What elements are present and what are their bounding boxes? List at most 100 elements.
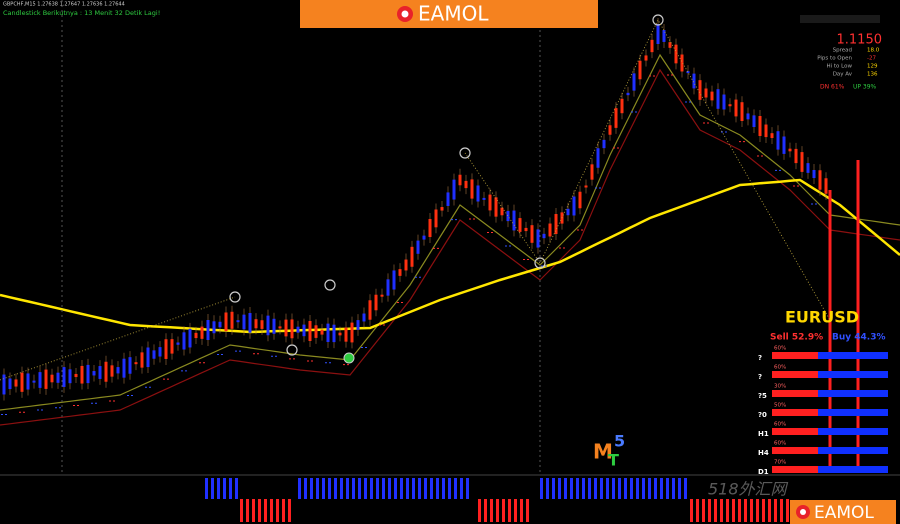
signal-marker [286,344,298,356]
histogram-bar [696,499,699,522]
candle-body [230,311,234,329]
histogram-bar [508,499,511,522]
histogram-bar [496,499,499,522]
histogram-bar [576,478,579,499]
histogram-bar [756,499,759,522]
timeframe-pct: 30% [774,384,786,390]
candle-body [290,319,294,339]
candle-body [824,178,828,194]
candle-body [260,320,264,329]
candle-body [410,246,414,267]
mt5-m: M [593,440,613,464]
candle-body [434,209,438,228]
candle-body [806,163,810,173]
histogram [205,478,789,522]
candle-body [464,180,468,189]
histogram-bar [252,499,255,522]
histogram-bar [726,499,729,522]
signal-marker [534,257,546,269]
signal-marker [229,291,241,303]
moving-average [0,178,900,334]
histogram-bar [564,478,567,499]
info-label: Pips to Open [817,56,852,62]
timeframe: ? [758,373,762,381]
histogram-bar [702,499,705,522]
histogram-bar [714,499,717,522]
candle-body [116,367,120,374]
signal-marker [652,14,664,26]
footer-logo-text: EAMOL [814,503,874,523]
histogram-bar [235,478,238,499]
candle-body [782,136,786,154]
footer-logo-icon [800,509,806,515]
candle-body [392,270,396,290]
info-bar [800,15,880,23]
candle-body [176,342,180,345]
buy-bar [818,352,888,359]
histogram-bar [466,478,469,499]
buy-bar [818,409,888,416]
candle-body [134,362,138,365]
info-label: Day Av [833,72,853,78]
histogram-bar [205,478,208,499]
histogram-bar [358,478,361,499]
strength-panel: EURUSD Sell 52.9% Buy 44.3% ? 60%? 60% ?5 30… [758,308,888,476]
histogram-bar [376,478,379,499]
candle-body [818,170,822,190]
candle-body [302,324,306,337]
candle-body [98,366,102,379]
candle-body [680,54,684,72]
info-panel: 1.1150 Spread 18.0 Pips to Open -27 Hi to Lo… [800,15,882,91]
candle-body [20,372,24,392]
candle-body [110,365,114,377]
candle-body [452,179,456,200]
timeframe: ? [758,354,762,362]
candle-body [758,116,762,136]
candle-body [710,91,714,101]
histogram-bar [618,478,621,499]
histogram-bar [346,478,349,499]
candle-body [104,361,108,382]
histogram-bar [270,499,273,522]
candle-body [158,347,162,357]
histogram-bar [394,478,397,499]
histogram-bar [600,478,603,499]
histogram-bar [240,499,243,522]
histogram-bar [636,478,639,499]
histogram-bar [448,478,451,499]
candle-body [404,259,408,271]
candle-body [8,378,12,390]
candle-body [236,320,240,323]
histogram-bar [406,478,409,499]
buy-bar [818,390,888,397]
candle-body [68,369,72,384]
buy-bar [818,466,888,473]
candle-body [800,152,804,172]
mt5-t: T [608,451,619,470]
candle-body [734,99,738,117]
candle-body [614,108,618,128]
candle-body [356,320,360,330]
candle-body [740,102,744,121]
candle-body [524,227,528,232]
candle-body [374,294,378,311]
candle-body [74,373,78,378]
candle-body [278,326,282,329]
histogram-bar [484,499,487,522]
candle-body [242,314,246,330]
timeframe: H1 [758,430,769,438]
histogram-bar [768,499,771,522]
timeframe: ?0 [758,411,767,419]
histogram-bar [546,478,549,499]
histogram-bar [328,478,331,499]
candle-body [482,197,486,200]
candle-body [662,30,666,42]
candle-body [488,194,492,211]
candle-body [446,192,450,206]
histogram-bar [774,499,777,522]
histogram-bar [624,478,627,499]
candle-body [500,207,504,216]
candle-body [536,229,540,248]
histogram-bar [229,478,232,499]
